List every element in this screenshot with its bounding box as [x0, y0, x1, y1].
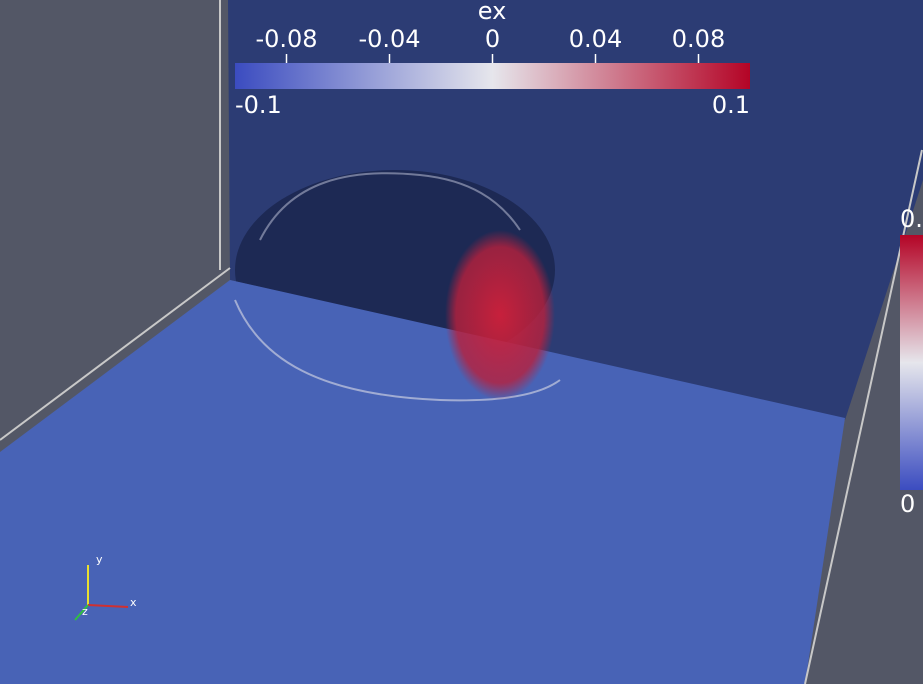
y-axis-label: y — [96, 553, 103, 566]
side-colorbar-top: 0. — [900, 205, 923, 233]
side-colorbar-bottom: 0 — [900, 490, 915, 518]
x-axis-label: x — [130, 596, 137, 609]
colorbar-max: 0.1 — [712, 91, 750, 119]
tick-label: 0.04 — [569, 25, 622, 53]
render-view: ex -0.1 0.1 -0.08 -0.04 0 0.04 0.08 0. 0 y x… — [0, 0, 923, 684]
colorbar — [235, 63, 750, 89]
z-axis-label: z — [82, 605, 88, 618]
colorbar-title: ex — [478, 0, 507, 25]
tick-label: -0.04 — [358, 25, 420, 53]
positive-region — [445, 230, 555, 400]
tick-label: 0.08 — [672, 25, 725, 53]
tick-label: 0 — [485, 25, 500, 53]
tick-label: -0.08 — [255, 25, 317, 53]
side-colorbar — [900, 235, 923, 490]
colorbar-min: -0.1 — [235, 91, 282, 119]
